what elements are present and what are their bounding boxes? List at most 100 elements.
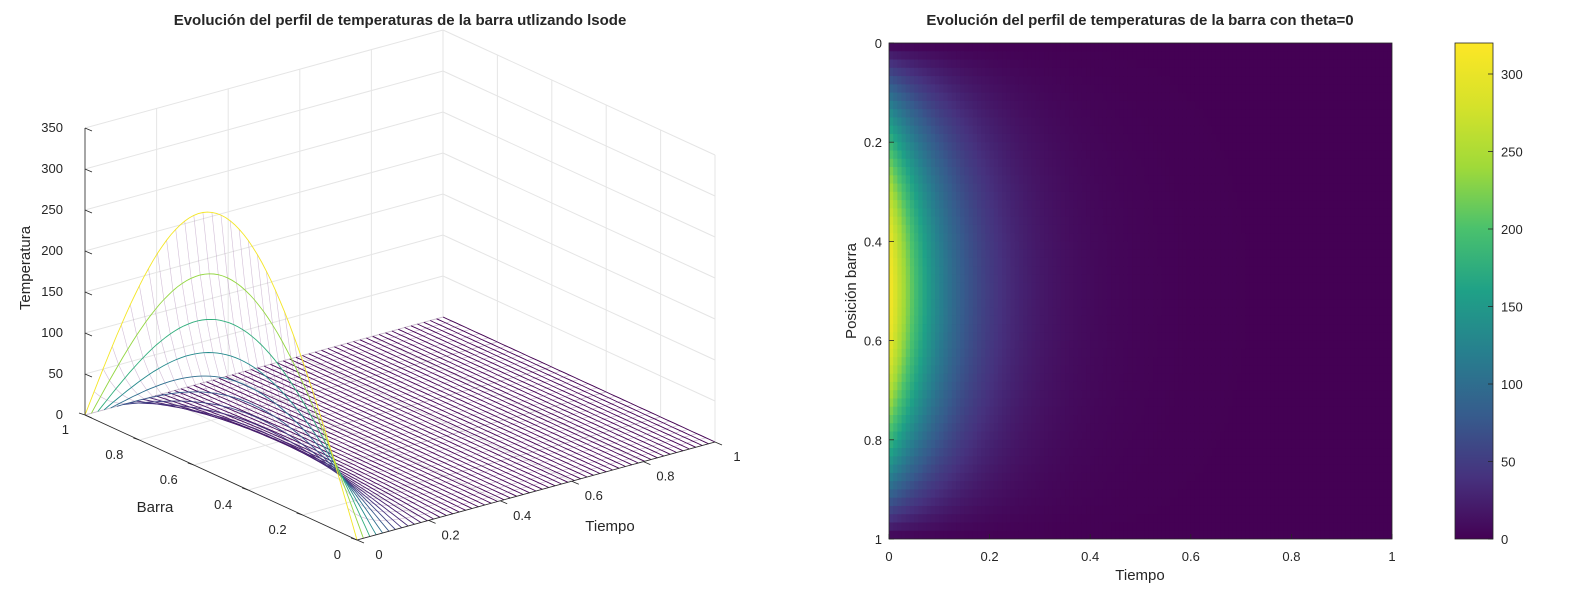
heatmap-cell [901, 505, 907, 515]
heatmap-cell [897, 133, 903, 143]
heatmap-cell [1140, 464, 1146, 474]
heatmap-cell [997, 133, 1003, 143]
heatmap-cell [1060, 332, 1066, 342]
heatmap-cell [1039, 175, 1045, 185]
heatmap-cell [1220, 117, 1225, 127]
heatmap-cell [1031, 291, 1037, 300]
heatmap-cell [1169, 415, 1175, 424]
heatmap-cell [943, 158, 949, 168]
heatmap-cell [1111, 51, 1116, 61]
heatmap-cell [897, 456, 903, 466]
heatmap-cell [1052, 522, 1058, 532]
heatmap-cell [1018, 514, 1024, 524]
heatmap-cell [1006, 67, 1012, 77]
heatmap-cell [1115, 324, 1121, 333]
heatmap-cell [1144, 92, 1150, 102]
heatmap-cell [1186, 390, 1192, 400]
heatmap-cell [943, 489, 949, 499]
heatmap-cell [1077, 514, 1083, 524]
heatmap-cell [1140, 497, 1146, 507]
heatmap-cell [1178, 282, 1184, 292]
heatmap-cell [1098, 274, 1104, 284]
heatmap-cell [1153, 92, 1158, 102]
heatmap-cell [1094, 84, 1100, 94]
heatmap-cell [989, 208, 995, 218]
heatmap-cell [922, 51, 928, 61]
heatmap-cell [1060, 109, 1066, 118]
heatmap-cell [1035, 224, 1041, 234]
heatmap-cell [981, 183, 987, 193]
heatmap-cell [1069, 224, 1075, 234]
heatmap-cell [901, 109, 907, 118]
heatmap-cell [939, 423, 945, 433]
heatmap-cell [1207, 505, 1213, 515]
heatmap-cell [935, 109, 940, 118]
heatmap-cell [1077, 522, 1083, 532]
heatmap-cell [1144, 307, 1150, 317]
heatmap-cell [1115, 398, 1121, 408]
heatmap-cell [1199, 84, 1204, 94]
heatmap-cell [1006, 307, 1012, 317]
heatmap-cell [1035, 67, 1041, 77]
heatmap-cell [1027, 43, 1033, 52]
heatmap-cell [918, 423, 924, 433]
heatmap-cell [1132, 489, 1137, 499]
heatmap-cell [1027, 398, 1033, 408]
heatmap-cell [1190, 472, 1196, 482]
heatmap-cell [1056, 348, 1062, 358]
heatmap-cell [1220, 92, 1225, 102]
heatmap-cell [951, 142, 957, 152]
heatmap-cell [1123, 224, 1129, 234]
heatmap-cell [918, 381, 924, 391]
heatmap-cell [943, 183, 949, 193]
heatmap-cell [1065, 307, 1070, 317]
heatmap-cell [1086, 365, 1091, 375]
mesh-line [276, 362, 549, 488]
heatmap-cell [1065, 241, 1070, 251]
heatmap-cell [901, 398, 907, 408]
heatmap-cell [951, 200, 957, 209]
heatmap-cell [943, 224, 949, 234]
heatmap-cell [981, 497, 987, 507]
heatmap-cell [964, 348, 970, 358]
heatmap-cell [1031, 117, 1037, 127]
heatmap-cell [1194, 200, 1200, 209]
heatmap-cell [1056, 365, 1062, 375]
heatmap-cell [909, 67, 915, 77]
heatmap-cell [1069, 406, 1075, 416]
heatmap-cell [1056, 133, 1062, 143]
heatmap-cell [1094, 423, 1100, 433]
heatmap-cell [1123, 324, 1129, 333]
heatmap-cell [989, 59, 995, 69]
heatmap-cell [1224, 150, 1230, 160]
heatmap-cell [1157, 117, 1163, 127]
heatmap-cell [1044, 456, 1049, 466]
heatmap-cell [956, 439, 961, 449]
heatmap-cell [1153, 340, 1158, 350]
heatmap-cell [1207, 200, 1213, 209]
heatmap-cell [989, 274, 995, 284]
heatmap-cell [1115, 357, 1121, 366]
heatmap-cell [1056, 257, 1062, 267]
heatmap-cell [1073, 274, 1079, 284]
heatmap-cell [1203, 439, 1209, 449]
heatmap-cell [1102, 299, 1108, 309]
heatmap-cell [1140, 291, 1146, 300]
heatmap-cell [1002, 514, 1007, 524]
heatmap-cell [918, 125, 924, 135]
heatmap-cell [1127, 505, 1133, 515]
heatmap-cell [951, 282, 957, 292]
heatmap-cell [1169, 216, 1175, 226]
heatmap-cell [1157, 216, 1163, 226]
heatmap-cell [1144, 241, 1150, 251]
heatmap-cell [1215, 406, 1221, 416]
heatmap-cell [1098, 208, 1104, 218]
heatmap-cell [1115, 307, 1121, 317]
heatmap-cell [1048, 340, 1054, 350]
heatmap-cell [989, 100, 995, 110]
heatmap-cell [981, 274, 987, 284]
heatmap-cell [1018, 398, 1024, 408]
heatmap-cell [1182, 348, 1188, 358]
heatmap-cell [1161, 125, 1167, 135]
heatmap-cell [1010, 456, 1016, 466]
